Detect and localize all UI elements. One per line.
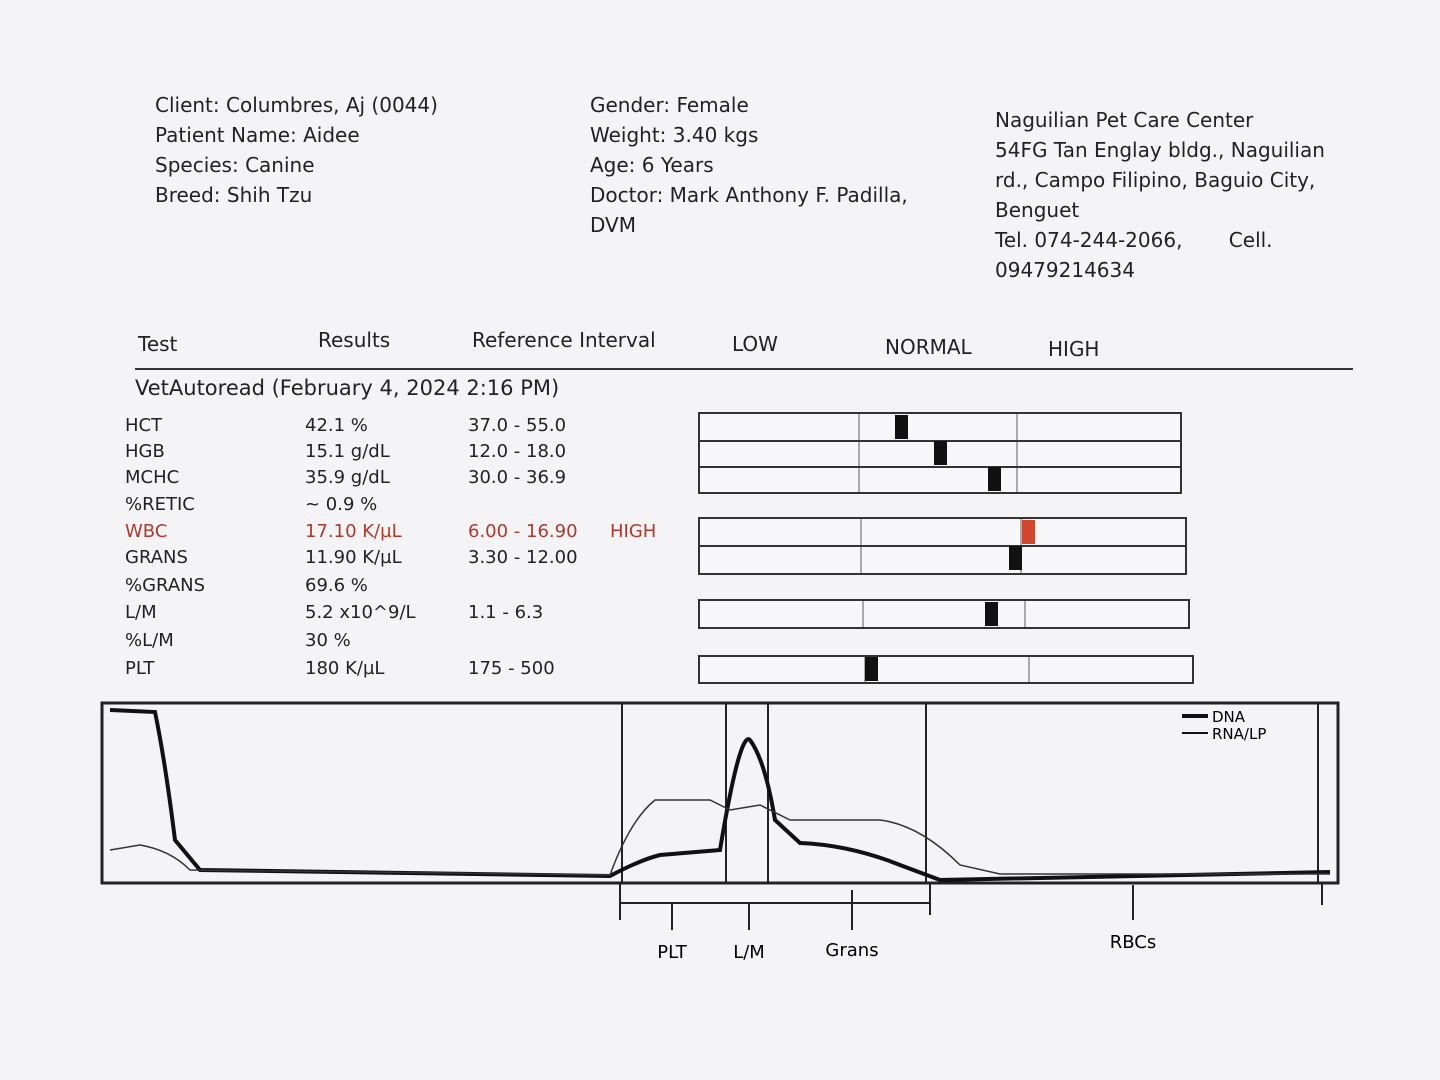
row-test: HCT: [125, 415, 163, 436]
row-result: 30 %: [305, 630, 351, 651]
header-rule: [135, 368, 1353, 370]
row-range: 175 - 500: [468, 658, 555, 679]
axis-label: Grans: [825, 940, 878, 961]
row-test: %RETIC: [125, 494, 195, 515]
header: Test: [138, 332, 178, 356]
clinic-info: Naguilian Pet Care Center 54FG Tan Engla…: [995, 105, 1335, 285]
age: Age: 6 Years: [590, 153, 714, 177]
axis-label: PLT: [657, 942, 687, 963]
clinic-name: Naguilian Pet Care Center: [995, 108, 1254, 132]
species: Species: Canine: [155, 153, 315, 177]
legend-label: RNA/LP: [1212, 725, 1266, 743]
section-title: VetAutoread (February 4, 2024 2:16 PM): [135, 376, 560, 400]
row-result: 180 K/µL: [305, 658, 385, 679]
row-test: MCHC: [125, 467, 180, 488]
row-test: WBC: [125, 521, 168, 542]
client: Client: Columbres, Aj (0044): [155, 93, 438, 117]
clinic-cell: Cell. 09479214634: [995, 228, 1273, 282]
range-bar: [698, 517, 1187, 575]
doctor: Doctor: Mark Anthony F. Padilla, DVM: [590, 183, 908, 237]
header: Results: [318, 328, 391, 352]
row-test: HGB: [125, 441, 165, 462]
range-bar: [698, 599, 1190, 629]
row-result: 35.9 g/dL: [305, 467, 390, 488]
legend-label: DNA: [1212, 708, 1246, 726]
row-flag: HIGH: [610, 521, 657, 542]
patient-name: Patient Name: Aidee: [155, 123, 360, 147]
header: Reference Interval: [472, 328, 656, 352]
row-test: %GRANS: [125, 575, 206, 596]
header: LOW: [732, 332, 778, 356]
row-test: GRANS: [125, 547, 188, 568]
patient-info: Client: Columbres, Aj (0044) Patient Nam…: [155, 90, 555, 210]
row-range: 6.00 - 16.90: [468, 521, 578, 542]
row-range: 12.0 - 18.0: [468, 441, 567, 462]
gender: Gender: Female: [590, 93, 749, 117]
row-result: 15.1 g/dL: [305, 441, 390, 462]
row-result: 42.1 %: [305, 415, 368, 436]
clinic-phone: Tel. 074-244-2066,: [995, 228, 1183, 252]
axis-label: RBCs: [1110, 932, 1157, 953]
row-range: 1.1 - 6.3: [468, 602, 544, 623]
row-range: 30.0 - 36.9: [468, 467, 567, 488]
row-result: ~ 0.9 %: [305, 494, 378, 515]
patient-info-2: Gender: Female Weight: 3.40 kgs Age: 6 Y…: [590, 90, 940, 240]
breed: Breed: Shih Tzu: [155, 183, 313, 207]
header: HIGH: [1048, 337, 1100, 361]
row-test: %L/M: [125, 630, 174, 651]
weight: Weight: 3.40 kgs: [590, 123, 759, 147]
range-bar: [698, 655, 1194, 684]
range-bar: [698, 412, 1182, 494]
row-test: L/M: [125, 602, 157, 623]
row-result: 5.2 x10^9/L: [305, 602, 416, 623]
row-result: 69.6 %: [305, 575, 368, 596]
axis-label: L/M: [733, 942, 765, 963]
row-range: 37.0 - 55.0: [468, 415, 567, 436]
row-test: PLT: [125, 658, 155, 679]
header: NORMAL: [885, 335, 972, 359]
row-result: 11.90 K/µL: [305, 547, 402, 568]
clinic-address: 54FG Tan Englay bldg., Naguilian rd., Ca…: [995, 138, 1325, 222]
row-range: 3.30 - 12.00: [468, 547, 578, 568]
row-result: 17.10 K/µL: [305, 521, 402, 542]
